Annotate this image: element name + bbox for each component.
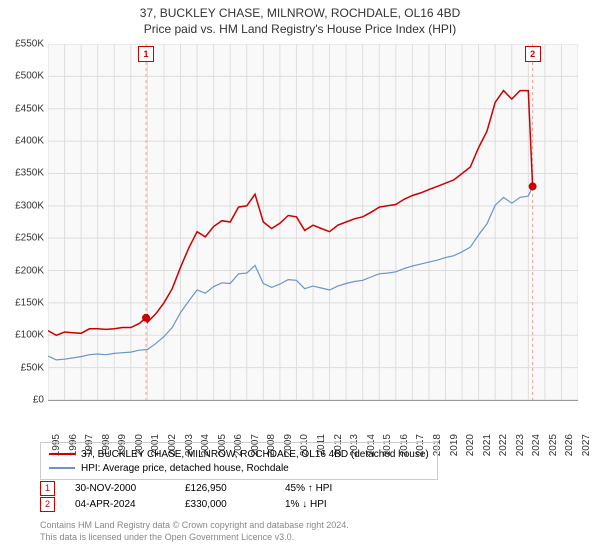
price-chart-container: 37, BUCKLEY CHASE, MILNROW, ROCHDALE, OL… <box>0 0 600 560</box>
y-tick-label: £100K <box>15 330 44 341</box>
x-tick-label: 2024 <box>531 434 542 456</box>
transaction-table: 1 30-NOV-2000 £126,950 45% ↑ HPI 2 04-AP… <box>40 480 365 512</box>
x-tick-label: 2025 <box>548 434 559 456</box>
y-tick-label: £500K <box>15 71 44 82</box>
x-tick-label: 2027 <box>581 434 592 456</box>
chart-subtitle: Price paid vs. HM Land Registry's House … <box>0 22 600 36</box>
transaction-pct: 1% ↓ HPI <box>285 499 365 510</box>
x-tick-label: 2022 <box>498 434 509 456</box>
chart-title: 37, BUCKLEY CHASE, MILNROW, ROCHDALE, OL… <box>0 6 600 20</box>
x-tick-label: 2021 <box>482 434 493 456</box>
title-block: 37, BUCKLEY CHASE, MILNROW, ROCHDALE, OL… <box>0 0 600 36</box>
y-tick-label: £200K <box>15 265 44 276</box>
legend-swatch <box>49 467 75 469</box>
transaction-marker-icon: 1 <box>138 46 154 62</box>
transaction-date: 04-APR-2024 <box>75 499 185 510</box>
x-tick-label: 2023 <box>515 434 526 456</box>
y-tick-label: £450K <box>15 103 44 114</box>
y-tick-label: £550K <box>15 39 44 50</box>
legend-label: 37, BUCKLEY CHASE, MILNROW, ROCHDALE, OL… <box>81 449 429 460</box>
x-tick-label: 2019 <box>449 434 460 456</box>
plot-area: 12 <box>48 44 578 401</box>
footer-attribution: Contains HM Land Registry data © Crown c… <box>40 520 349 543</box>
plot-svg <box>48 44 578 400</box>
transaction-row: 2 04-APR-2024 £330,000 1% ↓ HPI <box>40 496 365 512</box>
y-tick-label: £400K <box>15 136 44 147</box>
transaction-date: 30-NOV-2000 <box>75 483 185 494</box>
y-tick-label: £150K <box>15 297 44 308</box>
x-tick-label: 2020 <box>465 434 476 456</box>
y-tick-label: £50K <box>21 362 44 373</box>
y-tick-label: £0 <box>33 395 44 406</box>
footer-line: Contains HM Land Registry data © Crown c… <box>40 520 349 532</box>
legend-swatch <box>49 453 75 455</box>
footer-line: This data is licensed under the Open Gov… <box>40 532 349 544</box>
transaction-row: 1 30-NOV-2000 £126,950 45% ↑ HPI <box>40 480 365 496</box>
transaction-price: £330,000 <box>185 499 285 510</box>
x-tick-label: 2026 <box>564 434 575 456</box>
y-tick-label: £300K <box>15 200 44 211</box>
legend-item-hpi: HPI: Average price, detached house, Roch… <box>49 461 429 475</box>
transaction-marker-icon: 1 <box>40 481 55 496</box>
y-tick-label: £350K <box>15 168 44 179</box>
legend-item-property: 37, BUCKLEY CHASE, MILNROW, ROCHDALE, OL… <box>49 447 429 461</box>
transaction-marker-icon: 2 <box>40 497 55 512</box>
transaction-price: £126,950 <box>185 483 285 494</box>
legend-label: HPI: Average price, detached house, Roch… <box>81 463 289 474</box>
transaction-marker-icon: 2 <box>525 46 541 62</box>
transaction-pct: 45% ↑ HPI <box>285 483 365 494</box>
y-tick-label: £250K <box>15 233 44 244</box>
legend: 37, BUCKLEY CHASE, MILNROW, ROCHDALE, OL… <box>40 442 438 480</box>
